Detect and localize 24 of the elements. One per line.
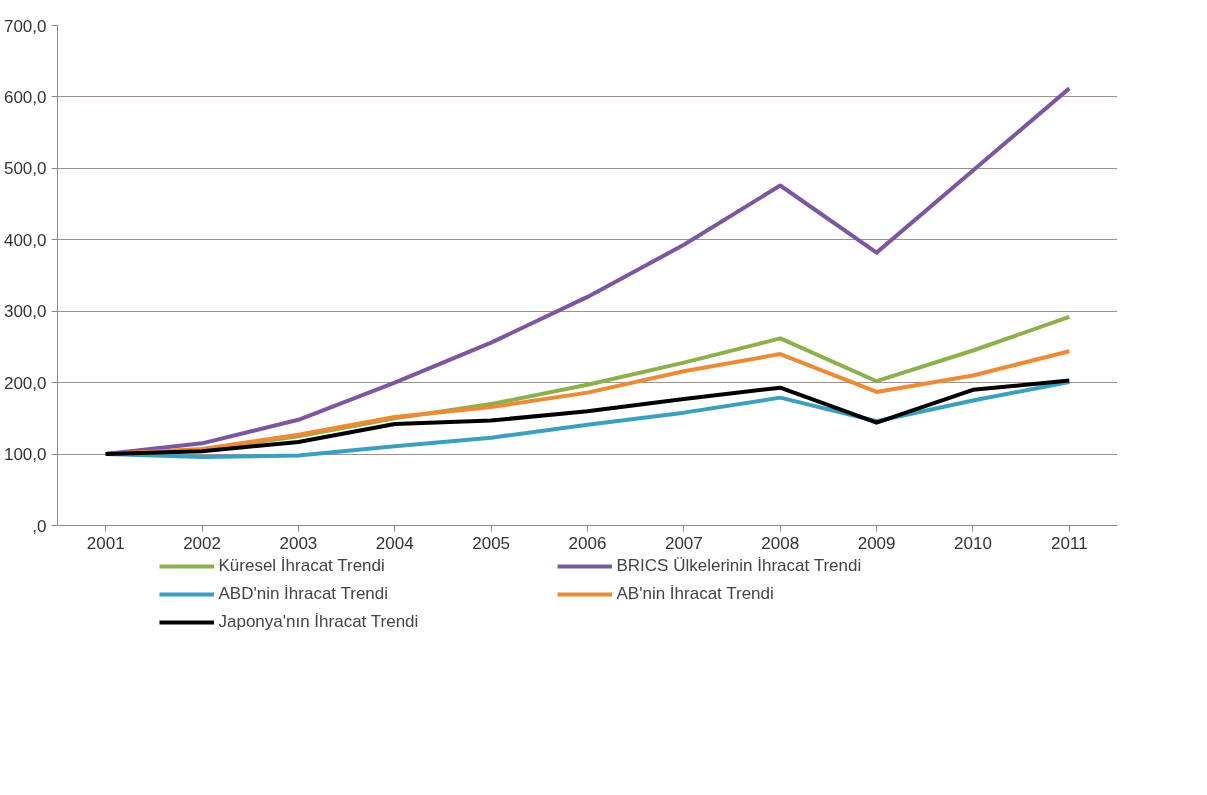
- x-tick-label: 2010: [954, 533, 992, 553]
- x-tick-label: 2002: [183, 533, 221, 553]
- y-tick-label: 500,0: [3, 159, 47, 179]
- y-tick-label: 300,0: [3, 302, 47, 322]
- x-tick-label: 2007: [664, 533, 703, 553]
- legend-label: Japonya'nın İhracat Trendi: [218, 612, 420, 632]
- legend-label: Küresel İhracat Trendi: [218, 556, 386, 576]
- x-tick-label: 2003: [279, 533, 318, 553]
- x-tick-label: 2005: [472, 533, 511, 553]
- x-tick-label: 2001: [86, 533, 125, 553]
- legend-label: ABD'nin İhracat Trendi: [218, 584, 390, 604]
- y-tick-label: 600,0: [3, 87, 47, 107]
- y-tick-label: 200,0: [3, 373, 47, 393]
- x-tick-label: 2006: [568, 533, 607, 553]
- x-tick-label: 2004: [375, 533, 414, 553]
- y-tick-label: 400,0: [3, 230, 47, 250]
- x-tick-label: 2011: [1051, 533, 1088, 553]
- y-tick-label: ,0: [32, 516, 47, 536]
- legend-label: AB'nin İhracat Trendi: [616, 584, 775, 604]
- y-tick-label: 100,0: [3, 445, 47, 465]
- x-tick-label: 2009: [857, 533, 896, 553]
- x-tick-label: 2008: [761, 533, 800, 553]
- legend-label: BRICS Ülkelerinin İhracat Trendi: [616, 556, 863, 576]
- y-tick-label: 700,0: [3, 16, 47, 36]
